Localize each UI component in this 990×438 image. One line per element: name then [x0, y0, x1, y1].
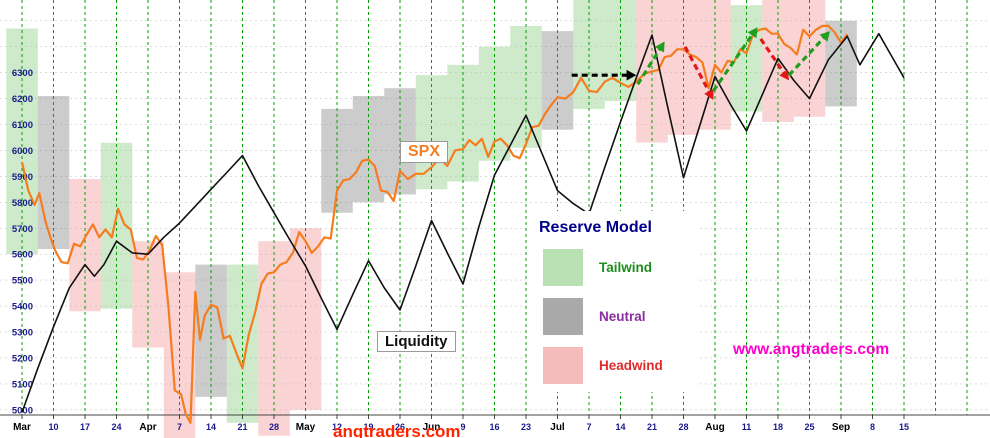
legend-title: Reserve Model	[530, 217, 661, 239]
svg-text:Aug: Aug	[705, 422, 724, 433]
svg-text:5600: 5600	[12, 250, 33, 261]
svg-text:5800: 5800	[12, 198, 33, 209]
watermark-bottom-clipped: angtraders.com	[333, 422, 461, 438]
svg-text:8: 8	[870, 422, 875, 432]
spx-series-label: SPX	[400, 141, 449, 163]
svg-text:21: 21	[647, 422, 657, 432]
svg-text:14: 14	[206, 422, 216, 432]
svg-text:6300: 6300	[12, 68, 33, 79]
svg-text:5300: 5300	[12, 328, 33, 339]
svg-text:23: 23	[521, 422, 531, 432]
svg-text:5200: 5200	[12, 353, 33, 364]
x-axis: Mar 10 17 24 Apr 7 14 21 28 May 12 19 26 Jun 9 16 23 Jul 7…	[0, 414, 990, 433]
svg-text:15: 15	[899, 422, 909, 432]
svg-text:Sep: Sep	[832, 422, 850, 433]
svg-text:Apr: Apr	[139, 422, 156, 433]
liquidity-series-label: Liquidity	[377, 331, 456, 352]
liquidity-line	[21, 32, 905, 413]
svg-text:25: 25	[804, 422, 814, 432]
legend-label-headwind: Headwind	[599, 358, 663, 373]
svg-text:Mar: Mar	[13, 422, 31, 433]
svg-text:26: 26	[395, 422, 405, 432]
legend-label-tailwind: Tailwind	[599, 260, 652, 275]
svg-text:6100: 6100	[12, 120, 33, 131]
svg-text:5700: 5700	[12, 224, 33, 235]
svg-text:6200: 6200	[12, 94, 33, 105]
svg-text:17: 17	[80, 422, 90, 432]
watermark-angtraders: www.angtraders.com	[733, 341, 890, 358]
svg-text:12: 12	[332, 422, 342, 432]
svg-text:28: 28	[678, 422, 688, 432]
svg-text:21: 21	[237, 422, 247, 432]
svg-text:11: 11	[742, 422, 752, 432]
legend-label-neutral: Neutral	[599, 309, 646, 324]
svg-text:5400: 5400	[12, 302, 33, 313]
svg-text:10: 10	[48, 422, 58, 432]
svg-text:16: 16	[489, 422, 499, 432]
svg-text:7: 7	[586, 422, 591, 432]
svg-text:19: 19	[363, 422, 373, 432]
svg-text:Jun: Jun	[423, 422, 441, 433]
svg-text:24: 24	[111, 422, 121, 432]
svg-text:5500: 5500	[12, 276, 33, 287]
legend-item-headwind: Headwind	[543, 347, 663, 384]
neutral-swatch-icon	[543, 298, 583, 335]
svg-text:6000: 6000	[12, 146, 33, 157]
annotation-arrows	[571, 27, 830, 100]
svg-text:28: 28	[269, 422, 279, 432]
svg-text:7: 7	[177, 422, 182, 432]
svg-text:5900: 5900	[12, 172, 33, 183]
legend-item-neutral: Neutral	[543, 298, 646, 335]
svg-text:May: May	[296, 422, 316, 433]
legend-item-tailwind: Tailwind	[543, 249, 652, 286]
svg-text:14: 14	[615, 422, 625, 432]
spx-line	[20, 24, 849, 424]
svg-text:5100: 5100	[12, 379, 33, 390]
tailwind-swatch-icon	[543, 249, 583, 286]
svg-text:9: 9	[460, 422, 465, 432]
headwind-swatch-icon	[543, 347, 583, 384]
svg-text:Jul: Jul	[550, 422, 565, 433]
svg-text:18: 18	[773, 422, 783, 432]
